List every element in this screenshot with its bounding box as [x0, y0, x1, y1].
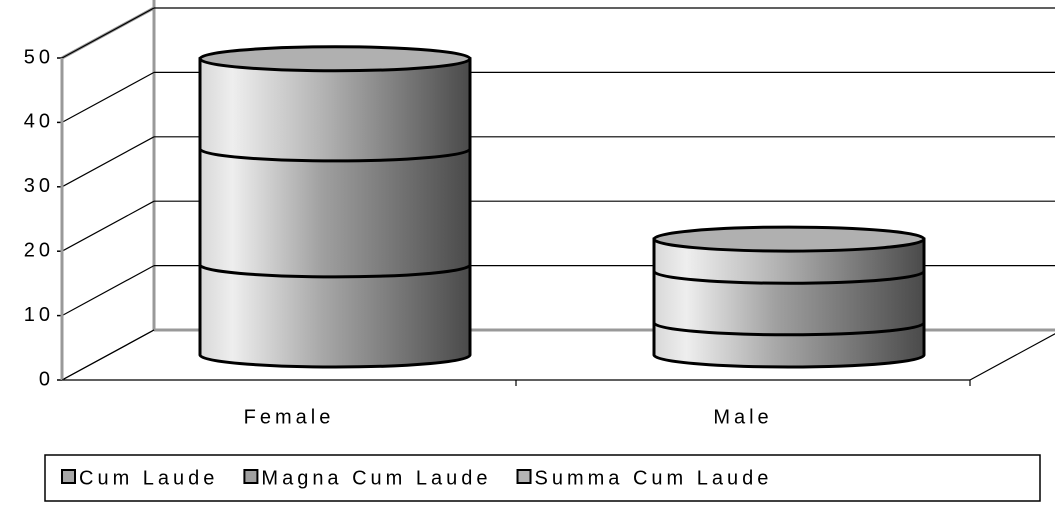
- y-tick-label: 0: [39, 368, 54, 390]
- bar-segment: [652, 269, 926, 337]
- y-tick-label: 10: [24, 304, 54, 326]
- grid-line: [61, 7, 155, 59]
- x-tick-label: Male: [713, 406, 772, 428]
- y-tick-label: 30: [24, 175, 54, 197]
- grid-line: [61, 136, 155, 188]
- bar-segment: [198, 57, 472, 163]
- legend-label: Summa Cum Laude: [535, 467, 773, 489]
- legend-swatch: [243, 469, 259, 484]
- legend-label: Magna Cum Laude: [261, 467, 491, 489]
- y-tick-label: 40: [24, 111, 54, 133]
- bar-top: [652, 225, 926, 253]
- bar-segment: [198, 147, 472, 279]
- grid-line: [61, 265, 155, 317]
- bar-top: [198, 45, 472, 73]
- grid-line: [61, 329, 155, 381]
- y-tick-label: 20: [24, 239, 54, 261]
- y-tick-label: 50: [24, 46, 54, 68]
- legend-swatch: [61, 469, 76, 484]
- legend-swatch: [516, 469, 532, 484]
- grid-line: [61, 71, 155, 123]
- grid-line: [61, 200, 155, 252]
- x-tick-label: Female: [244, 406, 335, 428]
- legend-label: Cum Laude: [79, 467, 218, 489]
- legend-box: [44, 454, 1041, 502]
- bar-segment: [198, 263, 472, 369]
